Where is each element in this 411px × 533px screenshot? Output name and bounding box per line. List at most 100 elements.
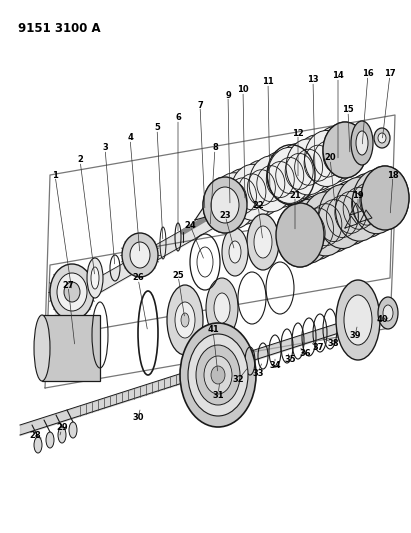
Text: 10: 10	[237, 85, 249, 94]
Ellipse shape	[222, 168, 266, 224]
Ellipse shape	[196, 345, 240, 405]
Ellipse shape	[378, 297, 398, 329]
Text: 24: 24	[184, 221, 196, 230]
Text: 39: 39	[349, 330, 361, 340]
Text: 4: 4	[127, 133, 133, 142]
Text: 34: 34	[269, 360, 281, 369]
Ellipse shape	[259, 151, 302, 208]
Text: 40: 40	[376, 316, 388, 325]
Text: 17: 17	[384, 69, 396, 78]
Text: 38: 38	[327, 338, 339, 348]
Text: 37: 37	[312, 343, 324, 352]
Text: 5: 5	[154, 124, 160, 133]
Ellipse shape	[58, 427, 66, 443]
Text: 22: 22	[252, 200, 264, 209]
Ellipse shape	[353, 169, 400, 233]
Ellipse shape	[319, 184, 367, 248]
Ellipse shape	[378, 133, 386, 143]
Ellipse shape	[91, 267, 99, 289]
Text: 3: 3	[102, 143, 108, 152]
Ellipse shape	[249, 156, 293, 212]
Ellipse shape	[327, 181, 375, 245]
Text: 15: 15	[342, 106, 354, 115]
Ellipse shape	[276, 203, 324, 267]
Ellipse shape	[344, 295, 372, 345]
Ellipse shape	[361, 166, 409, 230]
Ellipse shape	[277, 143, 321, 199]
Text: 27: 27	[62, 280, 74, 289]
Text: 36: 36	[299, 349, 311, 358]
Text: 21: 21	[289, 190, 301, 199]
Ellipse shape	[285, 211, 305, 255]
Ellipse shape	[212, 173, 256, 229]
Polygon shape	[195, 205, 213, 220]
Text: 32: 32	[232, 376, 244, 384]
Bar	[42, 315, 100, 381]
Ellipse shape	[356, 131, 368, 155]
Ellipse shape	[34, 437, 42, 453]
Ellipse shape	[374, 128, 390, 148]
Ellipse shape	[64, 282, 80, 302]
Text: 20: 20	[324, 154, 336, 163]
Ellipse shape	[268, 148, 312, 204]
Ellipse shape	[87, 258, 103, 298]
Text: 13: 13	[307, 76, 319, 85]
Text: 8: 8	[212, 143, 218, 152]
Ellipse shape	[122, 233, 158, 277]
Ellipse shape	[50, 264, 94, 320]
Ellipse shape	[211, 366, 225, 384]
Text: 2: 2	[77, 156, 83, 165]
Ellipse shape	[296, 135, 339, 191]
Text: 18: 18	[387, 171, 399, 180]
Text: 9: 9	[225, 91, 231, 100]
Ellipse shape	[293, 196, 341, 260]
Ellipse shape	[305, 131, 349, 187]
Text: 31: 31	[212, 391, 224, 400]
Ellipse shape	[351, 121, 373, 165]
Text: 23: 23	[219, 211, 231, 220]
Ellipse shape	[211, 187, 239, 223]
Ellipse shape	[175, 302, 195, 338]
Ellipse shape	[323, 122, 367, 178]
Text: 41: 41	[207, 326, 219, 335]
Text: 28: 28	[29, 431, 41, 440]
Ellipse shape	[335, 177, 383, 241]
Ellipse shape	[57, 273, 87, 311]
Ellipse shape	[286, 139, 330, 195]
Text: 30: 30	[132, 414, 144, 423]
Ellipse shape	[383, 305, 393, 321]
Text: 29: 29	[56, 424, 68, 432]
Text: 35: 35	[284, 356, 296, 365]
Ellipse shape	[206, 278, 238, 338]
Ellipse shape	[204, 356, 232, 394]
Text: 14: 14	[332, 71, 344, 80]
Text: 6: 6	[175, 114, 181, 123]
Ellipse shape	[180, 323, 256, 427]
Text: 33: 33	[252, 368, 264, 377]
Ellipse shape	[203, 177, 247, 233]
Ellipse shape	[231, 164, 275, 220]
Text: 1: 1	[52, 171, 58, 180]
Ellipse shape	[34, 315, 50, 381]
Ellipse shape	[247, 214, 279, 270]
Text: 16: 16	[362, 69, 374, 78]
Ellipse shape	[302, 192, 349, 256]
Ellipse shape	[254, 226, 272, 258]
Ellipse shape	[69, 422, 77, 438]
Ellipse shape	[130, 242, 150, 268]
Ellipse shape	[167, 285, 203, 355]
Text: 7: 7	[197, 101, 203, 109]
Text: 12: 12	[292, 128, 304, 138]
Text: 19: 19	[352, 190, 364, 199]
Ellipse shape	[214, 293, 230, 323]
Text: 9151 3100 A: 9151 3100 A	[18, 22, 101, 35]
Text: 25: 25	[172, 271, 184, 279]
Ellipse shape	[229, 241, 241, 263]
Text: 11: 11	[262, 77, 274, 86]
Ellipse shape	[310, 188, 358, 252]
Ellipse shape	[336, 280, 380, 360]
Text: 26: 26	[132, 273, 144, 282]
Ellipse shape	[284, 199, 332, 263]
Ellipse shape	[181, 313, 189, 327]
Ellipse shape	[46, 432, 54, 448]
